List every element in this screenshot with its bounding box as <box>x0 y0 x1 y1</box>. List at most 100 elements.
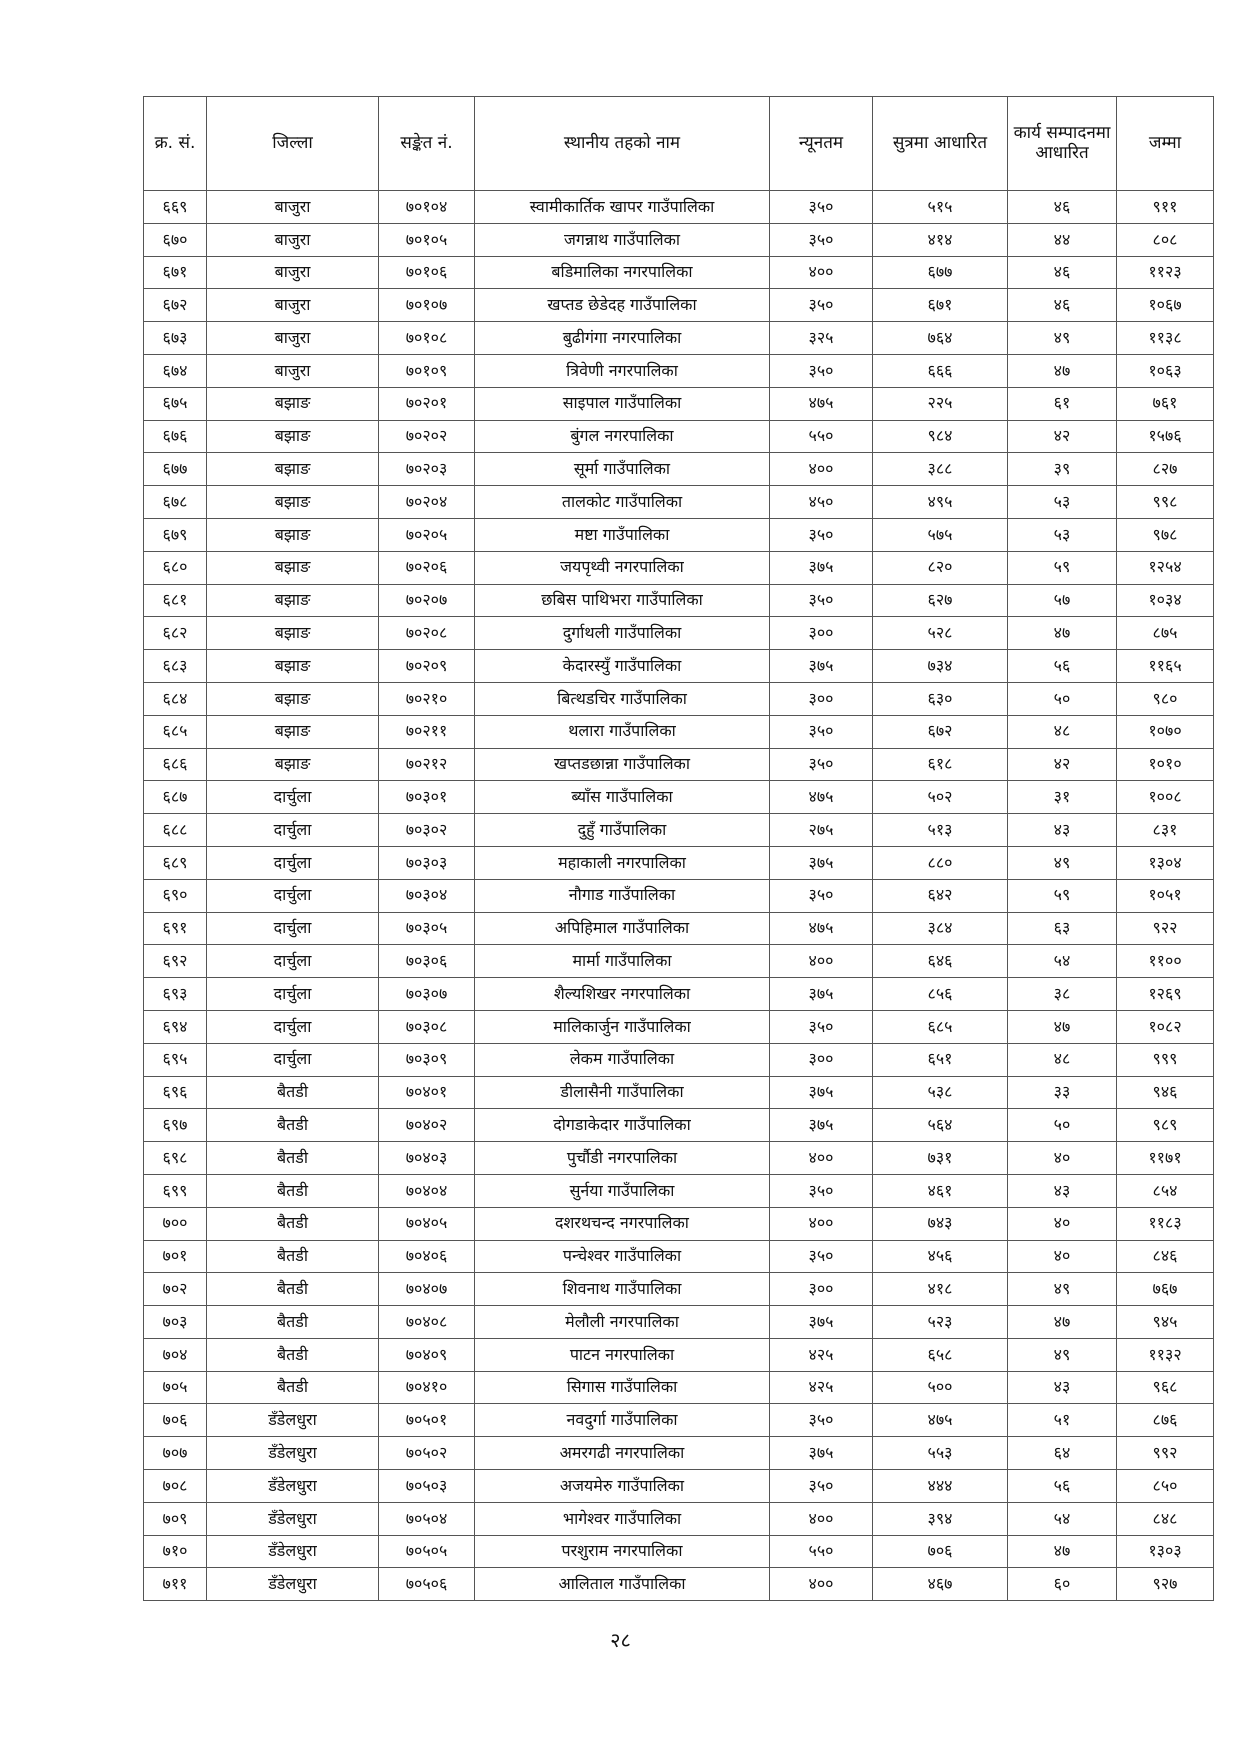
table-row: ७११ डँडेलधुरा ७०५०६ आलिताल गाउँपालिका ४०० ४६७… <box>143 1567 1214 1602</box>
cell-performance-based: ६१ <box>1007 386 1117 421</box>
cell-formula-based: ४९५ <box>872 485 1008 519</box>
cell-serial: ६७४ <box>143 353 207 388</box>
cell-code: ७०२११ <box>378 714 475 749</box>
cell-district: बझाङ <box>206 681 379 716</box>
cell-performance-based: ४३ <box>1007 813 1117 847</box>
table-row: ६७७ बझाङ ७०२०३ सूर्मा गाउँपालिका ४०० ३८८ ३९ ८२७ <box>143 452 1214 487</box>
cell-minimum: ३०० <box>769 616 873 651</box>
cell-district: डँडेलधुरा <box>206 1567 379 1602</box>
cell-serial: ६८१ <box>143 583 207 618</box>
cell-local-level-name: बुंगल नगरपालिका <box>474 419 770 454</box>
cell-formula-based: ५२८ <box>872 616 1008 651</box>
cell-district: बाजुरा <box>206 353 379 388</box>
cell-code: ७०५०१ <box>378 1403 475 1438</box>
cell-performance-based: ६४ <box>1007 1436 1117 1471</box>
cell-code: ७०४०३ <box>378 1141 475 1175</box>
cell-performance-based: ४० <box>1007 1141 1117 1175</box>
cell-performance-based: ४४ <box>1007 222 1117 257</box>
table-row: ६९९ बैतडी ७०४०४ सुर्नया गाउँपालिका ३५० ४६१ ४३ ८… <box>143 1173 1214 1208</box>
cell-district: दार्चुला <box>206 813 379 847</box>
cell-minimum: ४०० <box>769 1567 873 1602</box>
cell-code: ७०३०६ <box>378 944 475 979</box>
cell-minimum: ३५० <box>769 1173 873 1208</box>
cell-code: ७०२०३ <box>378 452 475 487</box>
cell-serial: ६९४ <box>143 1009 207 1044</box>
cell-local-level-name: डीलासैनी गाउँपालिका <box>474 1075 770 1110</box>
table-row: ७०८ डँडेलधुरा ७०५०३ अजयमेरु गाउँपालिका ३५० ४४… <box>143 1469 1214 1503</box>
cell-total: ९९९ <box>1116 1042 1214 1077</box>
cell-performance-based: ५४ <box>1007 944 1117 979</box>
cell-local-level-name: शिवनाथ गाउँपालिका <box>474 1272 770 1307</box>
cell-serial: ६९८ <box>143 1141 207 1175</box>
cell-performance-based: ६३ <box>1007 911 1117 946</box>
cell-minimum: ३५० <box>769 878 873 913</box>
cell-performance-based: ५० <box>1007 681 1117 716</box>
cell-total: १२५४ <box>1116 550 1214 585</box>
cell-district: बझाङ <box>206 583 379 618</box>
cell-formula-based: ६७१ <box>872 288 1008 323</box>
cell-local-level-name: सिगास गाउँपालिका <box>474 1370 770 1405</box>
cell-serial: ६७३ <box>143 321 207 355</box>
cell-minimum: ३५० <box>769 747 873 782</box>
cell-minimum: ३५० <box>769 353 873 388</box>
cell-formula-based: २२५ <box>872 386 1008 421</box>
cell-code: ७०५०५ <box>378 1534 475 1569</box>
cell-total: १५७६ <box>1116 419 1214 454</box>
cell-total: ११०० <box>1116 944 1214 979</box>
cell-district: बैतडी <box>206 1141 379 1175</box>
cell-minimum: ३७५ <box>769 845 873 880</box>
table-row: ६८७ दार्चुला ७०३०१ ब्याँस गाउँपालिका ४७५ ५०२ ३… <box>143 780 1214 815</box>
table-body: ६६९ बाजुरा ७०१०४ स्वामीकार्तिक खापर गाउँपाल… <box>143 190 1214 1602</box>
table-row: ६८५ बझाङ ७०२११ थलारा गाउँपालिका ३५० ६७२ ४८ १०७० <box>143 714 1214 749</box>
cell-code: ७०१०६ <box>378 255 475 290</box>
table-row: ७०१ बैतडी ७०४०६ पन्चेश्वर गाउँपालिका ३५० ४५६ ४… <box>143 1239 1214 1274</box>
cell-serial: ६८७ <box>143 780 207 815</box>
cell-local-level-name: छबिस पाथिभरा गाउँपालिका <box>474 583 770 618</box>
cell-district: बाजुरा <box>206 288 379 323</box>
cell-local-level-name: अपिहिमाल गाउँपालिका <box>474 911 770 946</box>
cell-total: १३०४ <box>1116 845 1214 880</box>
cell-local-level-name: स्वामीकार्तिक खापर गाउँपालिका <box>474 190 770 224</box>
cell-formula-based: ९८४ <box>872 419 1008 454</box>
table-row: ६८० बझाङ ७०२०६ जयपृथ्वी नगरपालिका ३७५ ८२० ५९ १२… <box>143 550 1214 585</box>
cell-district: बझाङ <box>206 517 379 552</box>
cell-total: ८७६ <box>1116 1403 1214 1438</box>
cell-district: बझाङ <box>206 485 379 519</box>
cell-code: ७०४०१ <box>378 1075 475 1110</box>
header-total: जम्मा <box>1116 96 1214 191</box>
table-row: ६९६ बैतडी ७०४०१ डीलासैनी गाउँपालिका ३७५ ५३८ ३३… <box>143 1075 1214 1110</box>
table-row: ६७६ बझाङ ७०२०२ बुंगल नगरपालिका ५५० ९८४ ४२ १५७६ <box>143 419 1214 454</box>
cell-district: दार्चुला <box>206 878 379 913</box>
cell-code: ७०२०४ <box>378 485 475 519</box>
cell-serial: ७०५ <box>143 1370 207 1405</box>
cell-minimum: ३७५ <box>769 1075 873 1110</box>
cell-performance-based: ४२ <box>1007 419 1117 454</box>
table-row: ६६९ बाजुरा ७०१०४ स्वामीकार्तिक खापर गाउँपाल… <box>143 190 1214 224</box>
cell-code: ७०२०६ <box>378 550 475 585</box>
cell-district: बाजुरा <box>206 222 379 257</box>
cell-performance-based: ४९ <box>1007 321 1117 355</box>
cell-district: बाजुरा <box>206 321 379 355</box>
cell-performance-based: ४० <box>1007 1239 1117 1274</box>
cell-formula-based: ५०० <box>872 1370 1008 1405</box>
cell-serial: ६८४ <box>143 681 207 716</box>
cell-minimum: ३५० <box>769 1403 873 1438</box>
cell-district: दार्चुला <box>206 1009 379 1044</box>
cell-serial: ६७५ <box>143 386 207 421</box>
cell-formula-based: ६५१ <box>872 1042 1008 1077</box>
cell-formula-based: ५१५ <box>872 190 1008 224</box>
cell-local-level-name: मष्टा गाउँपालिका <box>474 517 770 552</box>
cell-code: ७०२१० <box>378 681 475 716</box>
cell-district: बझाङ <box>206 714 379 749</box>
cell-minimum: ४७५ <box>769 386 873 421</box>
cell-performance-based: ४७ <box>1007 616 1117 651</box>
header-local-level-name: स्थानीय तहको नाम <box>474 96 770 191</box>
cell-formula-based: ८८० <box>872 845 1008 880</box>
cell-local-level-name: अजयमेरु गाउँपालिका <box>474 1469 770 1503</box>
table-row: ६८२ बझाङ ७०२०८ दुर्गाथली गाउँपालिका ३०० ५२८ ४७… <box>143 616 1214 651</box>
cell-minimum: ३०० <box>769 1272 873 1307</box>
cell-district: बझाङ <box>206 386 379 421</box>
cell-local-level-name: दोगडाकेदार गाउँपालिका <box>474 1108 770 1143</box>
cell-formula-based: ६२७ <box>872 583 1008 618</box>
cell-local-level-name: दशरथचन्द नगरपालिका <box>474 1206 770 1241</box>
